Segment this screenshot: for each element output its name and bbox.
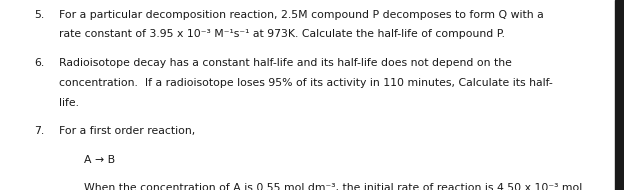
- Text: A → B: A → B: [84, 155, 115, 165]
- Text: concentration.  If a radioisotope loses 95% of its activity in 110 minutes, Calc: concentration. If a radioisotope loses 9…: [59, 78, 553, 88]
- Text: 7.: 7.: [34, 126, 44, 136]
- Text: life.: life.: [59, 98, 79, 108]
- Text: rate constant of 3.95 x 10⁻³ M⁻¹s⁻¹ at 973K. Calculate the half-life of compound: rate constant of 3.95 x 10⁻³ M⁻¹s⁻¹ at 9…: [59, 29, 505, 40]
- Text: Radioisotope decay has a constant half-life and its half-life does not depend on: Radioisotope decay has a constant half-l…: [59, 58, 512, 68]
- Text: For a particular decomposition reaction, 2.5M compound P decomposes to form Q wi: For a particular decomposition reaction,…: [59, 10, 544, 20]
- Text: 6.: 6.: [34, 58, 44, 68]
- Text: For a first order reaction,: For a first order reaction,: [59, 126, 195, 136]
- Text: 5.: 5.: [34, 10, 44, 20]
- Bar: [615, 0, 624, 190]
- Text: When the concentration of A is 0.55 mol dm⁻³, the initial rate of reaction is 4.: When the concentration of A is 0.55 mol …: [84, 183, 582, 190]
